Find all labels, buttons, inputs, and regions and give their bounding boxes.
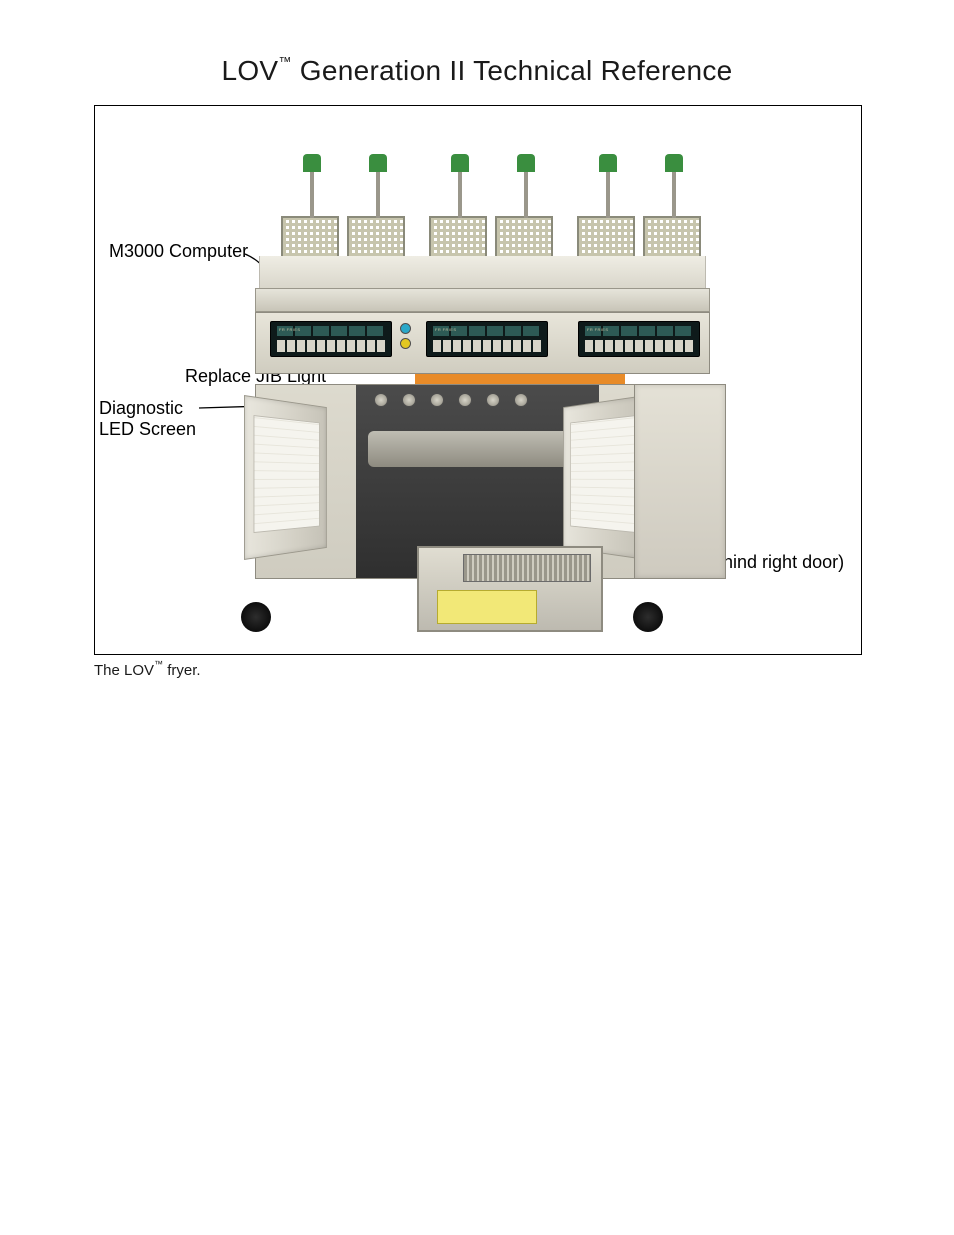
m3000-display-text: FR FRIES (279, 327, 300, 332)
m3000-computer-1: FR FRIES (270, 321, 392, 357)
basket-handle (669, 166, 679, 218)
title-tm: ™ (278, 54, 291, 69)
filter-pan (417, 546, 603, 632)
filter-light-icon (400, 323, 411, 334)
m3000-display-text: FR FRIES (435, 327, 456, 332)
frypot-rim (255, 288, 710, 312)
m3000-buttons (277, 340, 385, 352)
left-door (244, 395, 327, 560)
page-title: LOV™ Generation II Technical Reference (0, 0, 954, 105)
indicator-lights (400, 323, 416, 355)
ann-diagnostic-l1: Diagnostic (99, 398, 183, 418)
title-prefix: LOV (221, 55, 278, 86)
caption-tm: ™ (154, 659, 163, 669)
basket-handle (307, 166, 317, 218)
replace-jib-light-icon (400, 338, 411, 349)
basket-handle (603, 166, 613, 218)
filter-screen (463, 554, 591, 582)
ann-diagnostic-l2: LED Screen (99, 419, 196, 439)
diagnostic-led-screen (254, 415, 320, 533)
right-door-jib (634, 384, 726, 579)
basket-handle (521, 166, 531, 218)
basket-handle (455, 166, 465, 218)
m3000-buttons (433, 340, 541, 352)
m3000-buttons (585, 340, 693, 352)
caster-right (633, 602, 663, 632)
figure-caption: The LOV™ fryer. (94, 661, 954, 679)
m3000-computer-3: FR FRIES (578, 321, 700, 357)
fryer-illustration: FR FRIES FR FRIES FR FRIES (245, 146, 720, 636)
splash-guard (259, 256, 706, 292)
ann-diagnostic: Diagnostic LED Screen (99, 398, 196, 439)
m3000-display-text: FR FRIES (587, 327, 608, 332)
caption-rest: fryer. (163, 662, 201, 679)
caption-prefix: The LOV (94, 662, 154, 679)
door-instruction-sheet (570, 415, 636, 533)
basket-handle (373, 166, 383, 218)
ann-m3000: M3000 Computer (109, 241, 248, 262)
valve-knobs (374, 393, 581, 411)
title-rest: Generation II Technical Reference (292, 55, 733, 86)
orange-warning-strip (415, 374, 625, 384)
caster-left (241, 602, 271, 632)
filter-pump (368, 431, 578, 467)
m3000-computer-2: FR FRIES (426, 321, 548, 357)
control-panel-strip: FR FRIES FR FRIES FR FRIES (255, 312, 710, 374)
filter-pan-label (437, 590, 537, 624)
figure-box: M3000 Computer Filter Light Replace JIB … (94, 105, 862, 655)
